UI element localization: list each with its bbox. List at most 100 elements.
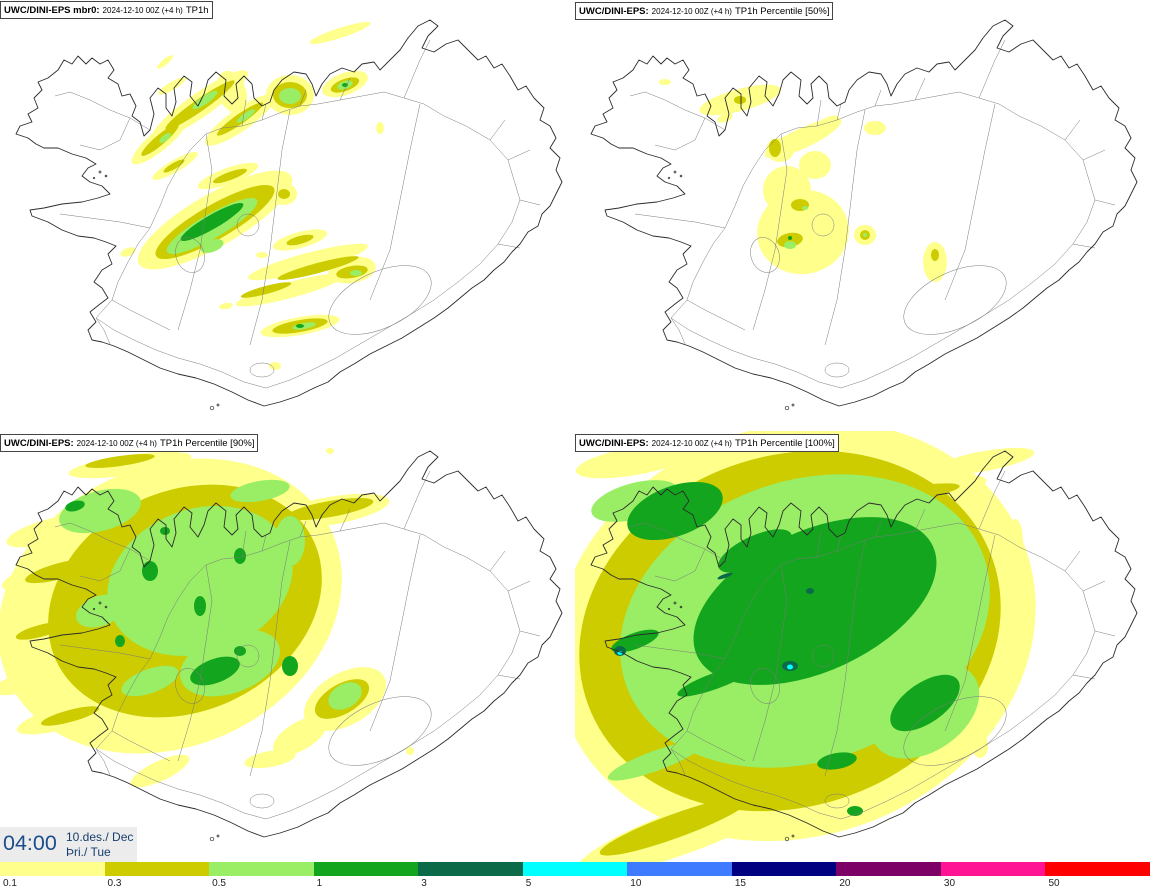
valid-time-clock: 04:00 — [3, 831, 57, 855]
precipitation-field — [0, 448, 414, 788]
map — [15, 19, 563, 411]
map — [575, 431, 1138, 862]
precip-area — [236, 109, 256, 123]
colorbar-segment — [731, 862, 837, 876]
precip-area — [607, 741, 703, 781]
panel-title: UWC/DINI-EPS: 2024-12-10 00Z (+4 h) TP1h… — [575, 2, 834, 20]
precip-area — [326, 448, 334, 454]
precip-area — [342, 83, 348, 87]
precip-area — [864, 121, 886, 135]
precip-area — [806, 588, 814, 594]
precip-area — [788, 236, 792, 240]
model-name: UWC/DINI-EPS: — [4, 437, 74, 449]
model-name: UWC/DINI-EPS mbr0: — [4, 4, 100, 16]
precip-area — [810, 115, 840, 135]
precip-area — [278, 189, 290, 199]
precip-area — [677, 665, 753, 697]
precip-area — [286, 234, 314, 246]
precip-area — [248, 243, 368, 281]
precip-area — [130, 754, 190, 788]
panel-title: UWC/DINI-EPS: 2024-12-10 00Z (+4 h) TP1h… — [575, 434, 839, 452]
precip-area — [230, 479, 290, 503]
precip-area — [235, 273, 345, 307]
field-name: TP1h Percentile [50%] — [734, 5, 830, 17]
precip-area — [1007, 519, 1023, 563]
precip-area — [121, 665, 179, 697]
run-info: 2024-12-10 00Z (+4 h) — [651, 6, 732, 16]
precip-area — [159, 132, 171, 144]
precip-area — [68, 451, 192, 479]
precip-area — [234, 646, 246, 656]
precip-area — [972, 734, 988, 758]
precip-area — [180, 203, 244, 241]
colorbar-label: 30 — [943, 878, 956, 889]
precip-area — [860, 526, 890, 576]
precip-area — [769, 139, 781, 157]
map — [0, 448, 563, 842]
colorbar-label: 0.3 — [107, 878, 122, 889]
colorbar-label: 1 — [316, 878, 323, 889]
colorbar-label: 0.1 — [3, 878, 17, 889]
iceland-coastline — [590, 19, 1138, 411]
model-name: UWC/DINI-EPS: — [579, 437, 649, 449]
colorbar-segment — [940, 862, 1046, 876]
precip-area — [216, 70, 248, 114]
precip-area — [65, 500, 85, 512]
precip-area — [575, 443, 695, 479]
precip-area — [256, 252, 268, 258]
colorbar-label: 0.5 — [212, 878, 226, 889]
precip-area — [599, 796, 751, 856]
panel-percentile-100: UWC/DINI-EPS: 2024-12-10 00Z (+4 h) TP1h… — [575, 431, 1150, 862]
precip-area — [611, 629, 659, 653]
colorbar-segment — [418, 862, 523, 876]
map — [590, 19, 1138, 411]
valid-date: 10.des./ Dec — [66, 830, 134, 844]
precip-area — [115, 635, 125, 647]
panel-percentile-50: UWC/DINI-EPS: 2024-12-10 00Z (+4 h) TP1h… — [575, 0, 1150, 431]
colorbar-segment — [313, 862, 419, 876]
precip-area — [273, 716, 327, 756]
field-name: TP1h Percentile [100%] — [734, 437, 835, 449]
precip-area — [282, 656, 298, 676]
precip-area — [200, 239, 224, 253]
precip-area — [802, 206, 808, 210]
precip-area — [240, 282, 292, 298]
precip-area — [787, 664, 793, 670]
precip-area — [718, 529, 792, 573]
precip-area — [799, 151, 831, 179]
precip-area — [160, 527, 170, 535]
colorbar-segment — [104, 862, 210, 876]
panel-title: UWC/DINI-EPS mbr0: 2024-12-10 00Z (+4 h)… — [0, 1, 213, 19]
precip-area — [163, 159, 185, 173]
field-name: TP1h — [185, 4, 209, 16]
road-network — [629, 39, 1116, 389]
precipitation-field — [120, 22, 384, 370]
precip-area — [890, 674, 960, 732]
precip-area — [863, 233, 867, 237]
model-name: UWC/DINI-EPS: — [579, 5, 649, 17]
precip-area — [194, 596, 206, 616]
precip-area — [328, 682, 362, 710]
panel-member-0: UWC/DINI-EPS mbr0: 2024-12-10 00Z (+4 h)… — [0, 0, 575, 431]
run-info: 2024-12-10 00Z (+4 h) — [102, 5, 183, 15]
precip-area — [309, 22, 371, 44]
precip-area — [277, 256, 359, 280]
precip-area — [158, 77, 186, 95]
colorbar-label: 10 — [630, 878, 642, 889]
precip-area — [85, 454, 155, 468]
colorbar-label: 15 — [734, 878, 746, 889]
colorbar-segment — [522, 862, 628, 876]
valid-date-block: 10.des./ Dec Þri./ Tue — [66, 830, 133, 860]
valid-weekday: Þri./ Tue — [66, 845, 111, 859]
colorbar-label: 50 — [1048, 878, 1060, 889]
precip-area — [157, 55, 173, 69]
precip-area — [75, 594, 125, 628]
precip-area — [234, 548, 246, 564]
precip-area — [25, 558, 95, 584]
precip-area — [659, 79, 671, 85]
run-info: 2024-12-10 00Z (+4 h) — [76, 438, 157, 448]
precip-area — [286, 498, 374, 520]
precip-area — [350, 270, 362, 276]
precip-area — [734, 96, 746, 104]
